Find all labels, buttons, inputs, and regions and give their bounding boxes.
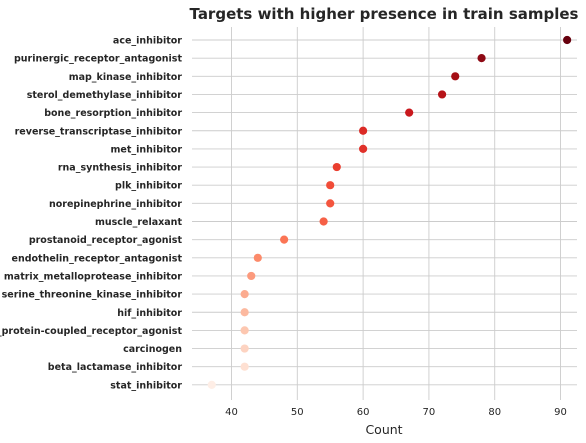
data-point — [240, 308, 249, 317]
data-point — [332, 162, 341, 172]
data-point — [240, 326, 249, 335]
data-point — [247, 271, 256, 281]
x-tick-label: 40 — [225, 407, 238, 418]
data-point — [437, 90, 447, 99]
category-label: beta_lactamase_inhibitor — [48, 362, 183, 373]
category-label: map_kinase_inhibitor — [69, 72, 183, 83]
x-tick-label: 70 — [423, 407, 436, 418]
data-point — [240, 362, 249, 371]
x-tick-labels: 40 50 60 70 80 90 — [225, 407, 567, 418]
category-label: stat_inhibitor — [110, 380, 182, 391]
data-point — [240, 344, 249, 353]
grid-layer — [192, 27, 577, 400]
data-point — [477, 54, 486, 63]
x-tick-label: 90 — [554, 407, 567, 418]
category-label: serine_threonine_kinase_inhibitor — [2, 290, 183, 301]
data-point — [326, 181, 335, 190]
category-label: carcinogen — [123, 344, 182, 355]
category-label: reverse_transcriptase_inhibitor — [15, 126, 183, 137]
category-label: purinergic_receptor_antagonist — [14, 54, 182, 65]
x-tick-label: 60 — [357, 407, 370, 418]
data-point — [253, 253, 262, 262]
category-labels: ace_inhibitor purinergic_receptor_antagon… — [0, 36, 182, 392]
data-point — [451, 72, 460, 81]
category-label: plk_inhibitor — [115, 181, 182, 192]
category-label: rna_synthesis_inhibitor — [58, 163, 182, 174]
category-label: bone_resorption_inhibitor — [44, 108, 182, 119]
category-label: met_inhibitor — [111, 144, 183, 155]
data-points — [207, 35, 572, 389]
data-point — [359, 126, 368, 135]
data-point — [359, 144, 368, 153]
chart-title: Targets with higher presence in train sa… — [190, 5, 579, 23]
data-point — [326, 199, 335, 208]
category-label: sterol_demethylase_inhibitor — [27, 90, 183, 101]
x-tick-label: 50 — [291, 407, 304, 418]
data-point — [563, 35, 572, 45]
data-point — [280, 235, 289, 244]
category-label: g_protein-coupled_receptor_agonist — [0, 326, 182, 337]
category-label: ace_inhibitor — [113, 36, 182, 47]
category-label: muscle_relaxant — [95, 217, 182, 228]
x-axis-label: Count — [365, 422, 402, 437]
category-label: prostanoid_receptor_agonist — [29, 235, 183, 246]
x-tick-label: 80 — [488, 407, 501, 418]
category-label: norepinephrine_inhibitor — [49, 199, 182, 210]
category-label: endothelin_receptor_antagonist — [12, 253, 183, 264]
data-point — [405, 108, 414, 117]
category-label: matrix_metalloprotease_inhibitor — [4, 271, 182, 282]
data-point — [207, 380, 216, 389]
data-point — [319, 217, 328, 226]
category-label: hif_inhibitor — [117, 308, 182, 319]
data-point — [240, 290, 249, 299]
